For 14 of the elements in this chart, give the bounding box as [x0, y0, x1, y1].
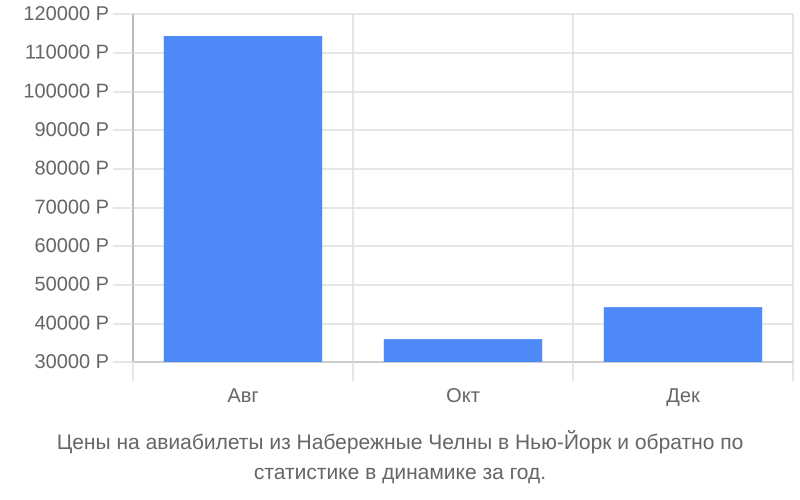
y-tick-label: 90000 Р	[34, 119, 109, 141]
x-tick-label: Дек	[666, 385, 700, 407]
y-tick-label: 50000 Р	[34, 274, 109, 296]
x-tick-label: Окт	[446, 385, 480, 407]
x-tick-label: Авг	[227, 385, 259, 407]
y-tick-label: 30000 Р	[34, 351, 109, 373]
y-tick-label: 70000 Р	[34, 196, 109, 218]
y-tick-label: 60000 Р	[34, 235, 109, 257]
y-tick-label: 40000 Р	[34, 312, 109, 334]
y-tick-label: 100000 Р	[23, 80, 109, 102]
text: Цены на авиабилеты из Набережные Челны в Нью-Йорк и обратно по статистике в динамике за год.	[56, 429, 744, 486]
y-tick-label: 80000 Р	[34, 158, 109, 180]
y-tick-label: 120000 Р	[23, 3, 109, 25]
y-tick-label: 110000 Р	[24, 42, 109, 64]
